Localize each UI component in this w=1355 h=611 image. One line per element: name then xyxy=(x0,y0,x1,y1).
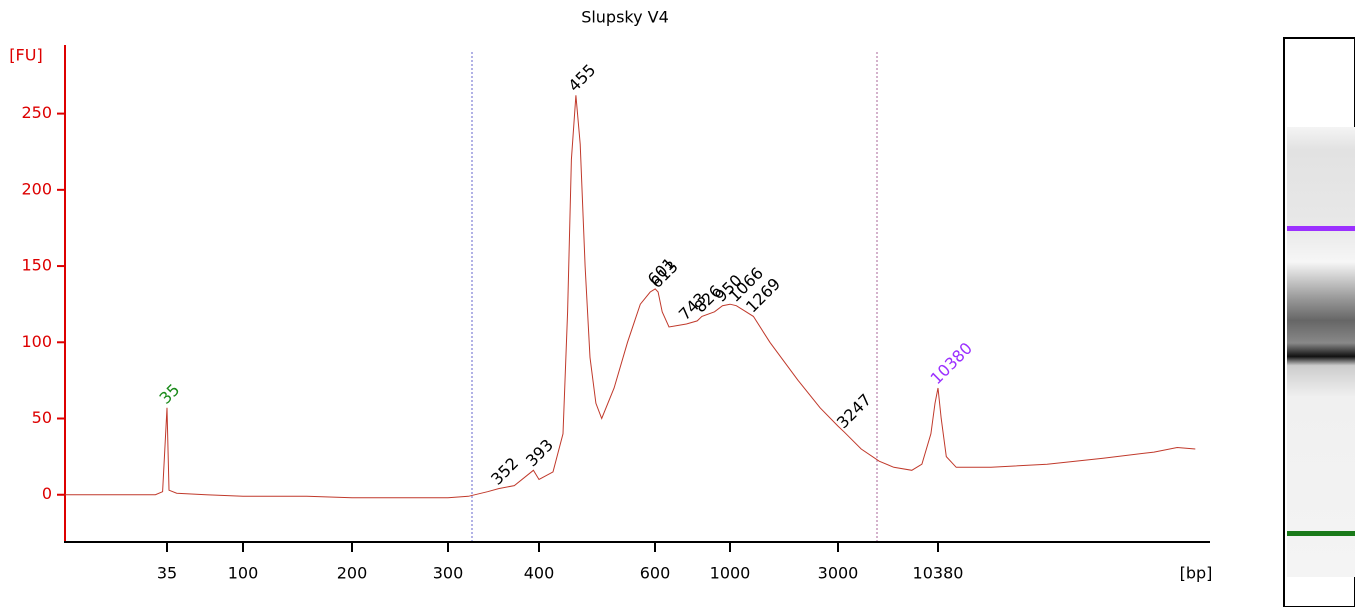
peak-label: 10380 xyxy=(927,339,976,388)
gel-lower-marker xyxy=(1287,531,1355,536)
x-tick-label: 10380 xyxy=(913,564,964,583)
y-tick-label: 150 xyxy=(21,256,52,275)
y-tick-label: 200 xyxy=(21,179,52,198)
peak-label: 393 xyxy=(522,435,557,470)
x-tick-label: 200 xyxy=(337,564,368,583)
peak-label: 455 xyxy=(564,60,599,95)
x-axis-label: [bp] xyxy=(1180,564,1213,583)
x-tick-label: 300 xyxy=(433,564,464,583)
y-axis-label: [FU] xyxy=(9,46,42,65)
y-tick-label: 250 xyxy=(21,103,52,122)
gel-bands xyxy=(1287,127,1355,577)
peak-label: 35 xyxy=(156,380,184,408)
gel-lane xyxy=(1283,37,1355,608)
y-tick-label: 50 xyxy=(32,408,52,427)
peak-label: 3247 xyxy=(833,390,875,432)
x-tick-label: 600 xyxy=(640,564,671,583)
x-tick-label: 3000 xyxy=(818,564,859,583)
x-tick-label: 100 xyxy=(228,564,259,583)
y-tick-label: 0 xyxy=(42,484,52,503)
gel-upper-marker xyxy=(1287,226,1355,231)
chart-title: Slupsky V4 xyxy=(581,8,669,27)
peak-label: 613 xyxy=(647,257,682,292)
trace xyxy=(65,95,1196,499)
x-tick-label: 1000 xyxy=(710,564,751,583)
x-tick-label: 400 xyxy=(524,564,555,583)
x-tick-label: 35 xyxy=(157,564,177,583)
y-tick-label: 100 xyxy=(21,332,52,351)
